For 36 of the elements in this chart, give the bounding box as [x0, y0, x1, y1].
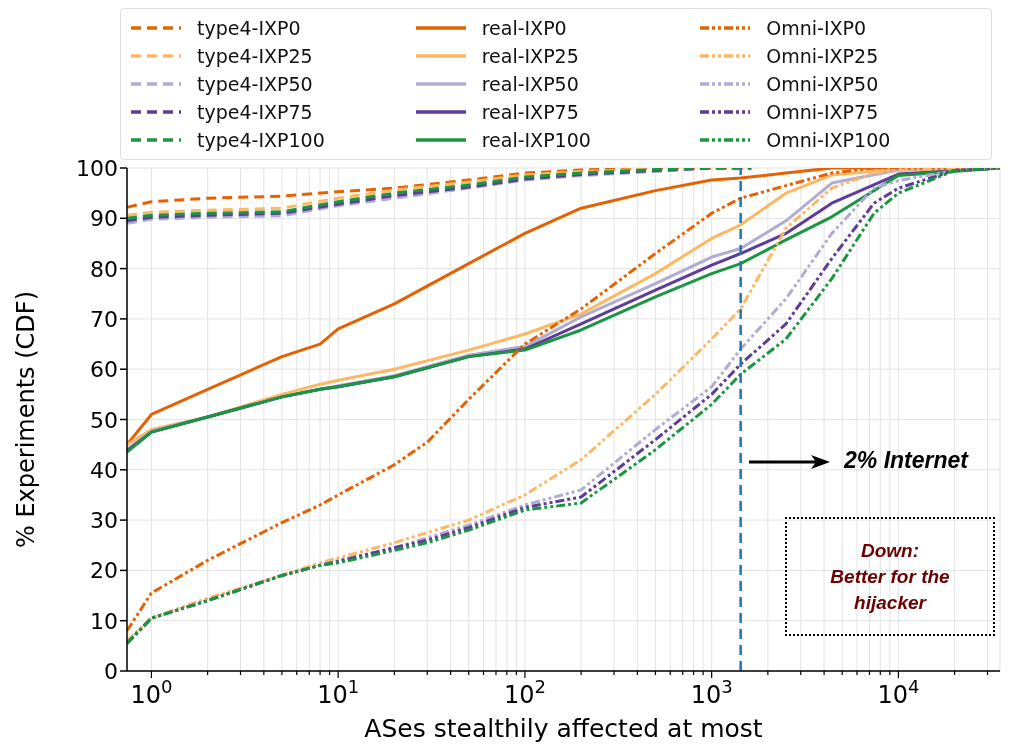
- y-tick-label: 90: [90, 206, 118, 232]
- y-tick-label: 30: [90, 508, 118, 534]
- x-tick-label: 10$^{2}$: [503, 675, 546, 709]
- x-tick-label: 10$^{4}$: [877, 675, 920, 709]
- annotation: 2% Internet: [844, 447, 968, 474]
- y-tick-label: 40: [90, 457, 118, 483]
- legend-label: type4-IXP75: [197, 101, 313, 123]
- x-tick-label: 10$^{1}$: [317, 675, 360, 709]
- legend-label: Omni-IXP25: [766, 45, 879, 67]
- legend-label: real-IXP75: [481, 101, 579, 123]
- legend-label: real-IXP50: [481, 73, 579, 95]
- y-tick-label: 60: [90, 357, 118, 383]
- x-tick-label: 10$^{0}$: [130, 675, 173, 709]
- legend-label: Omni-IXP100: [766, 129, 891, 151]
- legend-label: type4-IXP0: [197, 17, 301, 39]
- legend-label: Omni-IXP0: [766, 17, 867, 39]
- y-tick-label: 100: [76, 156, 118, 181]
- legend-label: real-IXP0: [481, 17, 567, 39]
- legend-label: real-IXP25: [481, 45, 579, 67]
- y-tick-label: 50: [90, 407, 118, 433]
- legend-label: type4-IXP100: [197, 129, 325, 151]
- legend-label: Omni-IXP50: [766, 73, 879, 95]
- y-axis-title: % Experiments (CDF): [12, 290, 40, 549]
- x-axis-title: ASes stealthily affected at most: [364, 714, 763, 743]
- legend-label: Omni-IXP75: [766, 101, 879, 123]
- legend-label: type4-IXP25: [197, 45, 313, 67]
- y-tick-label: 70: [90, 306, 118, 332]
- y-tick-label: 0: [104, 659, 118, 684]
- annotation: Down: Better for the hijacker: [830, 538, 950, 615]
- dotted-frame: Down: Better for the hijacker: [785, 517, 995, 636]
- y-tick-label: 10: [90, 608, 118, 634]
- x-tick-label: 10$^{3}$: [690, 675, 733, 709]
- y-tick-label: 20: [90, 558, 118, 584]
- legend-label: type4-IXP50: [197, 73, 313, 95]
- y-tick-label: 80: [90, 256, 118, 282]
- legend-label: real-IXP100: [481, 129, 591, 151]
